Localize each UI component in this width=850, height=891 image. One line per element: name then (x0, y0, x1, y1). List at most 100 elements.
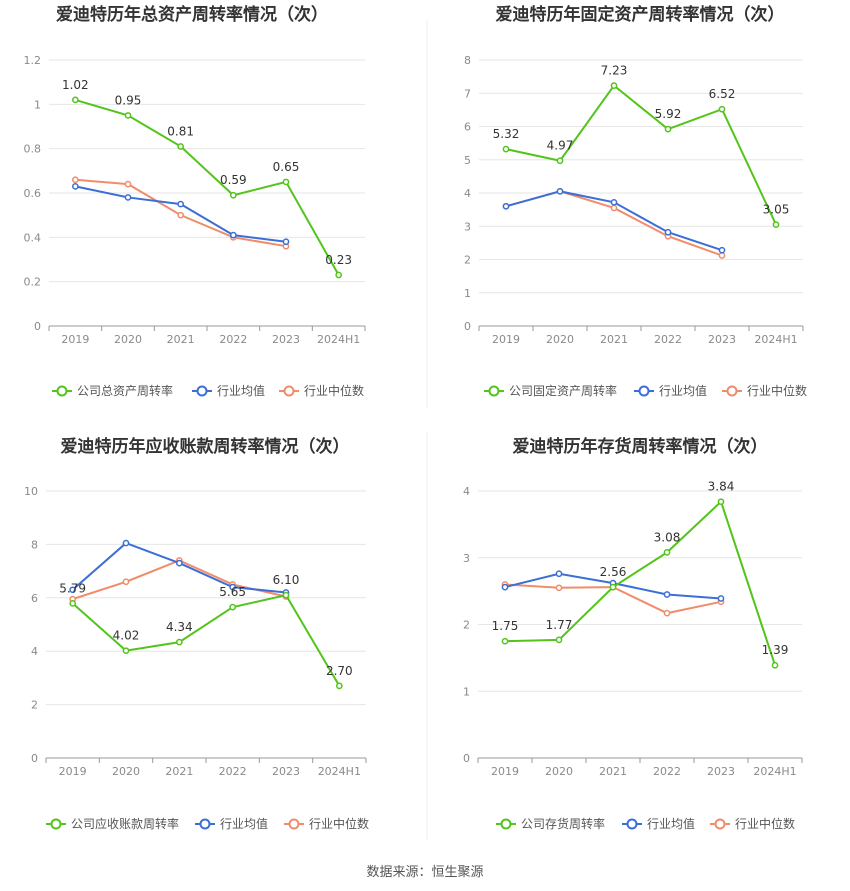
industry_avg-point (664, 228, 672, 236)
y-tick-label: 4 (464, 187, 471, 200)
x-tick-label: 2022 (654, 333, 682, 346)
x-tick-label: 2019 (491, 765, 519, 778)
industry_avg-point (175, 559, 183, 567)
legend-item-industry_avg: 行业均值 (192, 383, 265, 398)
y-tick-label: 0 (463, 752, 470, 765)
industry_avg-point (282, 238, 290, 246)
industry_median-point (177, 211, 185, 219)
x-tick-label: 2022 (653, 765, 681, 778)
legend-item-industry_median: 行业中位数 (710, 816, 795, 831)
legend-item-industry_median: 行业中位数 (279, 383, 364, 398)
legend-swatch-marker (638, 385, 650, 397)
legend-item-industry_avg: 行业均值 (622, 816, 695, 831)
data-label: 0.95 (115, 93, 142, 107)
company-point (501, 637, 509, 645)
company-point (664, 125, 672, 133)
x-tick-label: 2024H1 (317, 333, 360, 346)
industry_avg-point (229, 231, 237, 239)
legend-label: 公司存货周转率 (521, 816, 605, 831)
data-label: 6.10 (273, 573, 300, 587)
y-tick-label: 4 (463, 485, 470, 498)
y-tick-label: 1 (464, 287, 471, 300)
company-point (556, 157, 564, 165)
company-point (282, 178, 290, 186)
y-tick-label: 2 (464, 254, 471, 267)
data-label: 5.32 (493, 127, 520, 141)
company-point (69, 600, 77, 607)
industry_median-point (610, 204, 618, 212)
legend-label: 公司应收账款周转率 (71, 816, 179, 831)
company-point (229, 603, 237, 611)
data-label: 1.77 (546, 618, 573, 632)
legend-label: 行业均值 (217, 383, 265, 398)
y-tick-label: 1 (463, 685, 470, 698)
chart-title: 爱迪特历年存货周转率情况（次） (513, 436, 768, 457)
company-series-line (75, 98, 340, 276)
x-tick-label: 2020 (114, 333, 142, 346)
company-point (771, 661, 779, 669)
legend-swatch-marker (56, 385, 68, 397)
y-tick-label: 6 (464, 121, 471, 134)
x-tick-label: 2020 (545, 765, 573, 778)
y-tick-label: 3 (464, 220, 471, 233)
data-label: 5.92 (655, 107, 682, 121)
y-tick-label: 0 (34, 320, 41, 333)
legend-swatch-marker (714, 818, 726, 830)
company-point (71, 96, 79, 104)
industry_avg-point (229, 583, 237, 591)
y-tick-label: 10 (24, 485, 38, 498)
legend-item-company: 公司存货周转率 (496, 816, 605, 831)
chart-title: 爱迪特历年应收账款周转率情况（次） (61, 436, 350, 457)
x-tick-label: 2021 (600, 333, 628, 346)
industry_avg-point (717, 595, 725, 602)
legend-swatch-marker (288, 818, 300, 830)
x-tick-label: 2024H1 (318, 765, 361, 778)
industry_median-point (663, 609, 671, 617)
data-label: 1.75 (492, 619, 519, 633)
legend-label: 行业中位数 (735, 816, 795, 831)
x-tick-label: 2020 (546, 333, 574, 346)
legend-swatch-marker (199, 818, 211, 830)
company-point (663, 549, 671, 556)
x-tick-label: 2021 (167, 333, 195, 346)
industry_avg-point (663, 591, 671, 598)
data-source: 数据来源：恒生聚源 (366, 865, 483, 880)
company-point (502, 145, 510, 153)
y-tick-label: 5 (464, 154, 471, 167)
legend-label: 公司总资产周转率 (77, 383, 173, 398)
y-tick-label: 4 (31, 645, 38, 658)
company-point (717, 498, 725, 506)
company-series-line (504, 499, 776, 666)
legend-item-industry_median: 行业中位数 (722, 383, 807, 398)
data-label: 3.05 (763, 203, 790, 217)
company-point (229, 191, 237, 199)
industry_avg-point (501, 583, 509, 591)
legend-item-industry_avg: 行业均值 (195, 816, 268, 831)
industry_avg-point (69, 586, 77, 594)
industry_avg-point (124, 194, 132, 201)
company-point (124, 112, 132, 119)
legend-label: 行业中位数 (304, 383, 364, 398)
x-tick-label: 2019 (59, 765, 87, 778)
company-point (609, 583, 617, 591)
y-tick-label: 2 (31, 699, 38, 712)
x-tick-label: 2022 (219, 765, 247, 778)
y-tick-label: 1 (34, 98, 41, 111)
y-tick-label: 0.6 (24, 187, 42, 200)
y-tick-label: 0 (31, 752, 38, 765)
x-tick-label: 2023 (272, 765, 300, 778)
industry_median-point (718, 252, 726, 259)
data-label: 4.97 (547, 139, 574, 153)
legend-item-company: 公司应收账款周转率 (46, 816, 179, 831)
x-tick-label: 2023 (272, 333, 300, 346)
x-tick-label: 2024H1 (753, 765, 796, 778)
data-label: 7.23 (601, 64, 628, 78)
data-label: 0.65 (273, 160, 300, 174)
chart-panel-4: 爱迪特历年存货周转率情况（次） 0 1 2 3 4 2019 2020 2021 2022 2023… (463, 436, 803, 831)
legend-swatch-marker (196, 385, 208, 397)
x-tick-label: 2023 (707, 765, 735, 778)
legend-swatch-marker (50, 818, 62, 830)
industry_avg-series-line (72, 541, 287, 594)
